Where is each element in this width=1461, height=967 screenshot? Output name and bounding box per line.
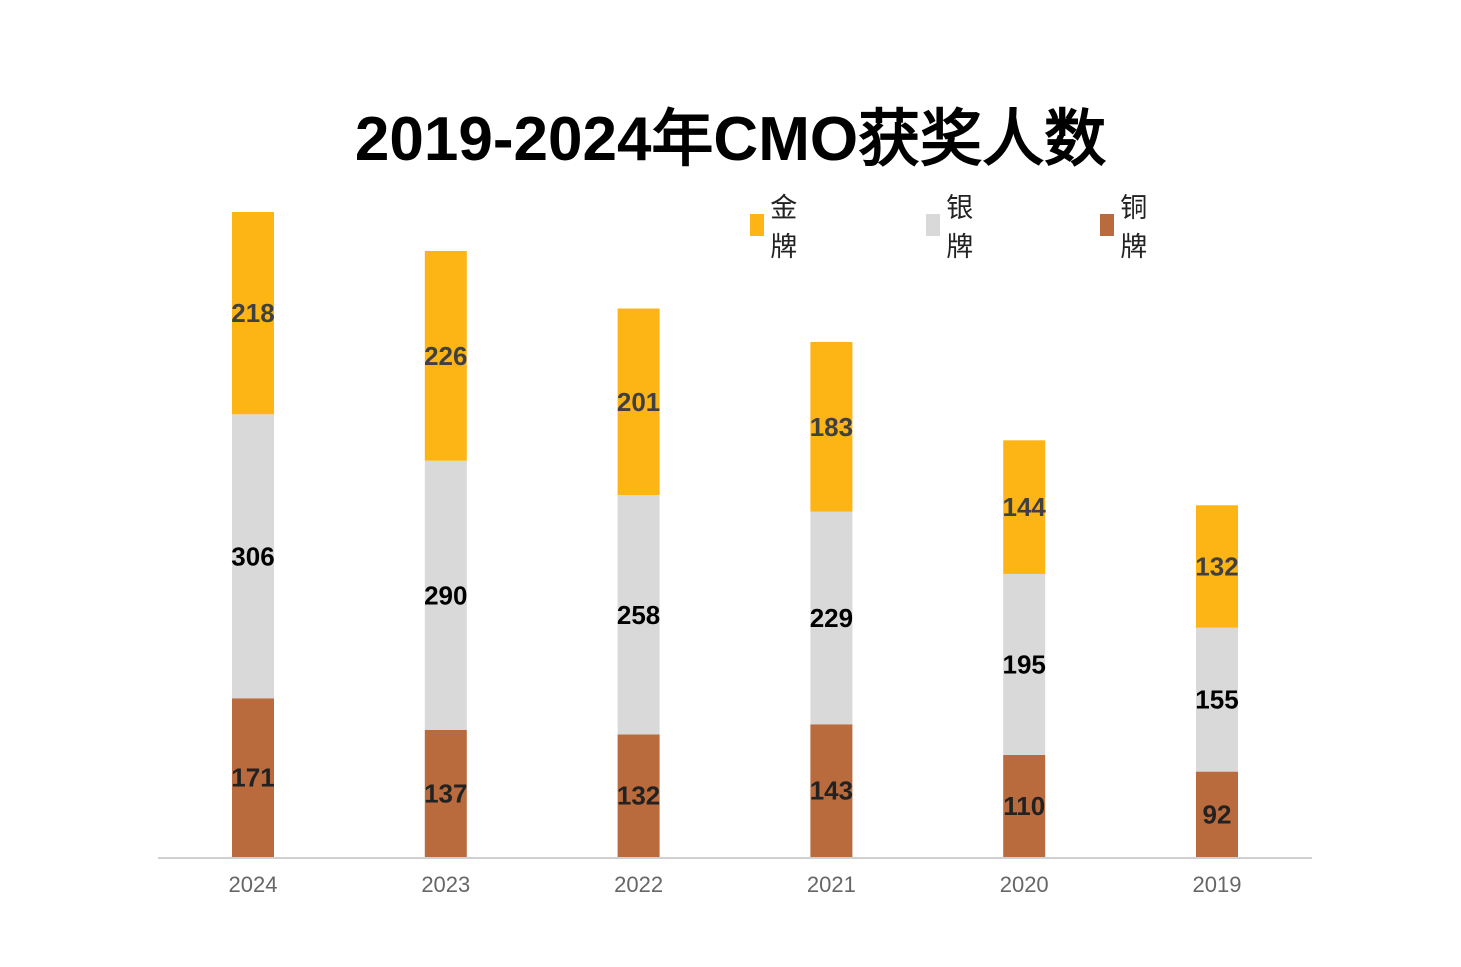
data-label-2022-1: 258 (617, 600, 660, 630)
legend-swatch-gold (750, 214, 765, 236)
bar-segment-2019-2 (1196, 505, 1238, 628)
data-label-2019-1: 155 (1195, 685, 1238, 715)
legend-swatch-bronze (1100, 214, 1115, 236)
bar-segment-2024-2 (232, 212, 274, 415)
x-tick-label-2023: 2023 (421, 872, 470, 897)
data-label-2021-1: 229 (810, 603, 853, 633)
data-label-2020-2: 144 (1003, 492, 1047, 522)
x-tick-label-2021: 2021 (807, 872, 856, 897)
x-tick-label-2020: 2020 (1000, 872, 1049, 897)
bar-segment-2020-2 (1003, 440, 1046, 574)
legend-label-gold: 金牌 (770, 193, 798, 263)
legend-item-gold: 金牌 (750, 186, 805, 264)
bar-segment-2024-0 (232, 698, 274, 857)
x-tick-label-2024: 2024 (229, 872, 278, 897)
data-label-2022-2: 201 (617, 387, 660, 417)
data-label-2020-1: 195 (1003, 649, 1046, 679)
bar-segment-2024-1 (232, 414, 274, 699)
legend-label-bronze: 铜牌 (1120, 193, 1148, 263)
data-label-2020-0: 110 (1003, 791, 1045, 821)
chart-title: 2019-2024年CMO获奖人数 (354, 105, 1107, 174)
x-tick-label-2022: 2022 (614, 872, 663, 897)
bar-segment-2021-0 (810, 724, 853, 857)
legend-swatch-silver (926, 214, 941, 236)
data-label-2023-2: 226 (424, 341, 467, 371)
data-label-2024-2: 218 (231, 298, 274, 328)
data-label-2024-0: 171 (231, 763, 274, 793)
bar-segment-2019-1 (1196, 627, 1238, 772)
data-label-2019-2: 132 (1195, 552, 1238, 582)
bar-segment-2022-1 (617, 495, 660, 735)
bar-segment-2023-0 (424, 729, 467, 857)
data-label-2022-0: 132 (617, 781, 660, 811)
data-label-2024-1: 306 (231, 541, 274, 571)
bar-segment-2021-2 (810, 341, 853, 512)
legend-item-bronze: 铜牌 (1100, 186, 1155, 264)
data-label-2019-0: 92 (1203, 799, 1232, 829)
legend-label-silver: 银牌 (946, 193, 974, 263)
bar-segment-2020-1 (1003, 573, 1046, 755)
bar-segment-2022-0 (617, 734, 660, 857)
data-label-2021-0: 143 (810, 776, 853, 806)
bar-segment-2023-2 (424, 250, 467, 461)
bar-segment-2019-0 (1196, 771, 1238, 857)
legend-item-silver: 银牌 (926, 186, 981, 264)
x-tick-label-2019: 2019 (1193, 872, 1242, 897)
bar-segment-2020-0 (1003, 754, 1046, 857)
data-label-2021-2: 183 (810, 412, 853, 442)
bar-segment-2022-2 (617, 308, 660, 496)
bar-segment-2023-1 (424, 460, 467, 730)
data-label-2023-1: 290 (424, 580, 467, 610)
data-label-2023-0: 137 (424, 778, 467, 808)
bar-segment-2021-1 (810, 511, 853, 725)
